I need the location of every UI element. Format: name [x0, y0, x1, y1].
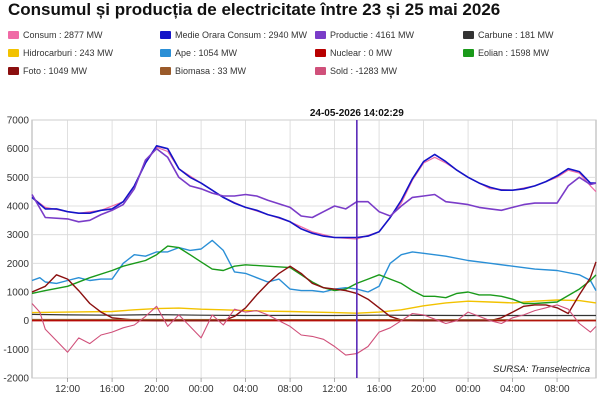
legend-label: Eolian : 1598 MW	[478, 48, 549, 58]
legend-swatch	[8, 67, 19, 75]
legend-label: Sold : -1283 MW	[330, 66, 397, 76]
y-tick-label: -2000	[3, 374, 29, 385]
y-tick-label: -1000	[3, 345, 29, 356]
legend-swatch	[463, 31, 474, 39]
x-tick-label: 12:00	[55, 384, 80, 395]
page-title: Consumul și producția de electricitate î…	[8, 0, 500, 20]
x-tick-label: 20:00	[411, 384, 436, 395]
chart-area: -2000 -1000 0 1000 2000 3000 4000 5000 6000 7000 1…	[0, 104, 600, 404]
legend-swatch	[315, 67, 326, 75]
legend-label: Hidrocarburi : 243 MW	[23, 48, 113, 58]
chart-svg: -2000 -1000 0 1000 2000 3000 4000 5000 6000 7000 1…	[0, 104, 600, 404]
plot-frame	[32, 120, 596, 378]
legend-label: Consum : 2877 MW	[23, 30, 103, 40]
legend-item: Ape : 1054 MW	[160, 46, 237, 60]
legend-item: Medie Orara Consum : 2940 MW	[160, 28, 307, 42]
legend-item: Consum : 2877 MW	[8, 28, 103, 42]
x-tick-label: 00:00	[456, 384, 481, 395]
legend-label: Biomasa : 33 MW	[175, 66, 246, 76]
legend-item: Sold : -1283 MW	[315, 64, 397, 78]
legend-label: Nuclear : 0 MW	[330, 48, 392, 58]
legend-swatch	[463, 49, 474, 57]
legend-swatch	[160, 49, 171, 57]
y-tick-label: 5000	[7, 173, 30, 184]
y-tick-label: 2000	[7, 259, 30, 270]
legend-swatch	[160, 67, 171, 75]
y-tick-label: 7000	[7, 116, 30, 127]
x-tick-label: 04:00	[500, 384, 525, 395]
x-tick-label: 16:00	[100, 384, 125, 395]
x-tick-label: 20:00	[144, 384, 169, 395]
legend-label: Productie : 4161 MW	[330, 30, 414, 40]
x-tick-label: 04:00	[233, 384, 258, 395]
y-tick-label: 3000	[7, 230, 30, 241]
x-tick-label: 08:00	[278, 384, 303, 395]
legend-item: Hidrocarburi : 243 MW	[8, 46, 113, 60]
legend-label: Foto : 1049 MW	[23, 66, 87, 76]
legend-item: Foto : 1049 MW	[8, 64, 87, 78]
legend-swatch	[315, 31, 326, 39]
y-tick-label: 1000	[7, 288, 30, 299]
x-tick-label: 16:00	[367, 384, 392, 395]
legend-item: Carbune : 181 MW	[463, 28, 554, 42]
y-tick-label: 0	[23, 316, 29, 327]
legend-swatch	[315, 49, 326, 57]
cursor-timestamp: 24-05-2026 14:02:29	[310, 108, 404, 119]
legend-item: Productie : 4161 MW	[315, 28, 414, 42]
source-label: SURSA: Transelectrica	[493, 364, 590, 375]
legend-swatch	[8, 49, 19, 57]
legend-item: Eolian : 1598 MW	[463, 46, 549, 60]
chart-legend: Consum : 2877 MW Medie Orara Consum : 294…	[8, 28, 598, 82]
legend-label: Medie Orara Consum : 2940 MW	[175, 30, 307, 40]
legend-item: Biomasa : 33 MW	[160, 64, 246, 78]
x-tick-label: 08:00	[545, 384, 570, 395]
x-tick-label: 00:00	[189, 384, 214, 395]
legend-label: Ape : 1054 MW	[175, 48, 237, 58]
legend-swatch	[160, 31, 171, 39]
y-tick-label: 4000	[7, 202, 30, 213]
y-tick-label: 6000	[7, 144, 30, 155]
legend-swatch	[8, 31, 19, 39]
x-tick-label: 12:00	[322, 384, 347, 395]
legend-item: Nuclear : 0 MW	[315, 46, 392, 60]
legend-label: Carbune : 181 MW	[478, 30, 554, 40]
